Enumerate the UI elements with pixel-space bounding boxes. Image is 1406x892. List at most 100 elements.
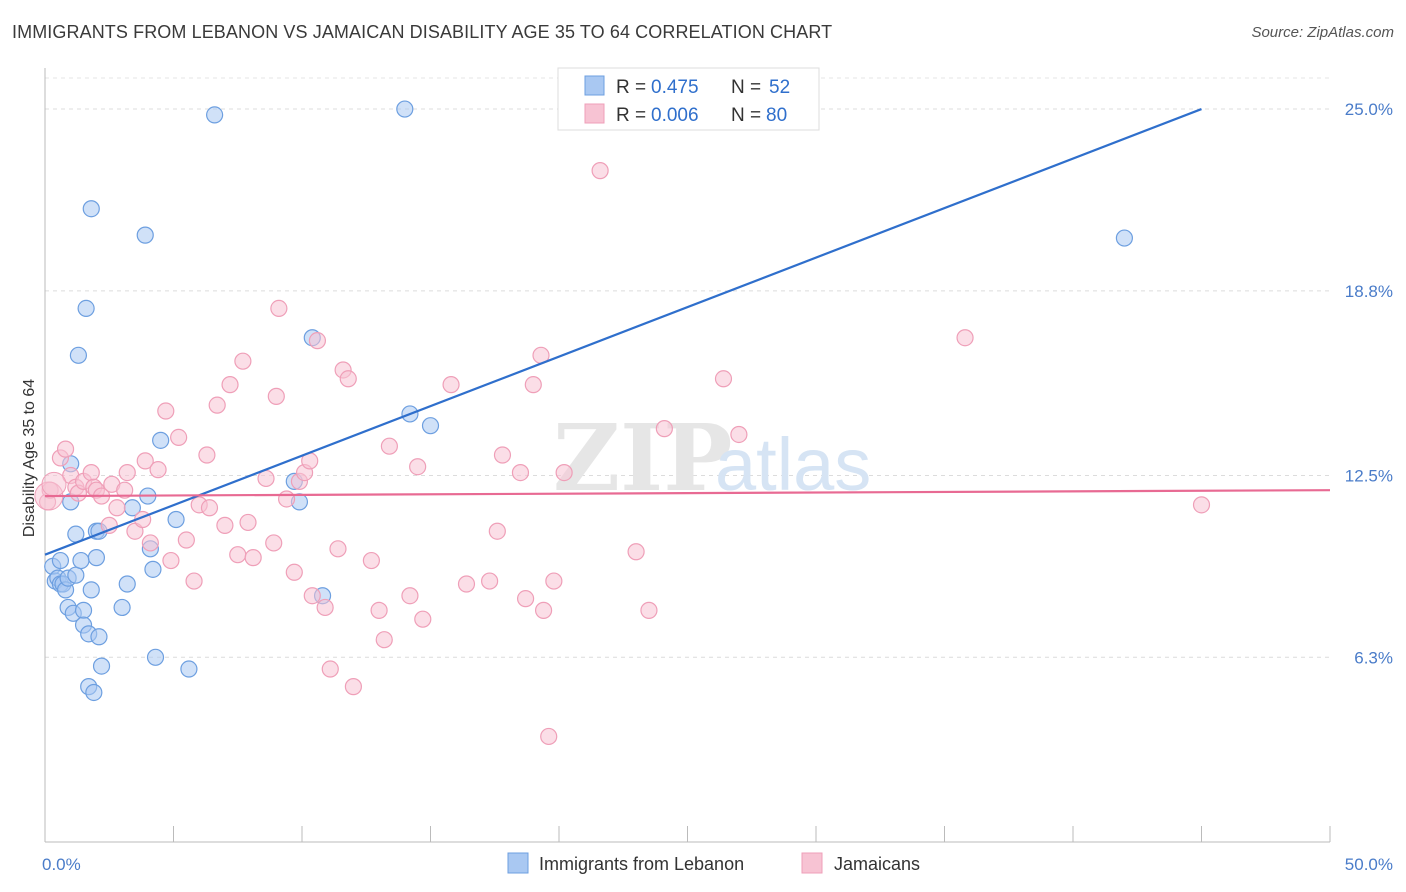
legend-r-value-jamaicans: 0.006	[651, 105, 699, 126]
jamaicans-point-59	[409, 458, 427, 476]
jamaicans-point-75	[640, 601, 658, 619]
jamaicans-point-68	[524, 376, 542, 394]
jamaicans-point-67	[516, 590, 535, 608]
lebanon-point-15	[72, 551, 90, 570]
lebanon-point-37	[152, 431, 170, 449]
jamaicans-point-79	[956, 329, 974, 347]
jamaicans-point-8	[82, 463, 100, 482]
y-tick-label-2: 18.8%	[1345, 282, 1393, 301]
lebanon-point-29	[113, 598, 131, 617]
lebanon-point-48	[1115, 229, 1134, 247]
series-legend-label-jamaicans: Jamaicans	[834, 854, 920, 874]
jamaicans-point-54	[362, 551, 380, 570]
jamaicans-point-21	[149, 461, 167, 479]
jamaicans-point-16	[118, 463, 136, 482]
jamaicans-point-55	[370, 601, 388, 619]
jamaicans-point-20	[141, 534, 159, 552]
lebanon-point-36	[146, 648, 165, 666]
lebanon-point-18	[77, 299, 95, 318]
lebanon-point-30	[118, 575, 136, 593]
x-tick-label-1: 50.0%	[1345, 855, 1393, 874]
tick-labels: 6.3% 12.5% 18.8% 25.0% 0.0% 50.0%	[42, 100, 1393, 874]
legend-r-label-lebanon: R =	[616, 77, 646, 98]
jamaicans-point-31	[216, 516, 234, 534]
trend-lines	[44, 108, 1331, 556]
lebanon-point-21	[82, 200, 100, 218]
legend-n-value-lebanon: 52	[769, 77, 790, 98]
lebanon-point-47	[421, 417, 440, 435]
jamaicans-point-65	[493, 446, 512, 464]
jamaicans-point-66	[511, 463, 530, 482]
lebanon-point-32	[136, 226, 154, 244]
jamaicans-point-25	[177, 531, 195, 549]
legend-swatch-lebanon	[584, 75, 605, 96]
jamaicans-point-77	[714, 370, 733, 388]
lebanon-point-14	[69, 346, 88, 364]
jamaicans-point-28	[198, 446, 216, 464]
series-legend-swatch-jamaicans	[801, 852, 823, 874]
jamaicans-point-3	[56, 440, 75, 458]
lebanon-point-38	[167, 510, 185, 529]
lebanon-point-23	[85, 683, 103, 702]
jamaicans-point-32	[221, 376, 239, 394]
jamaicans-point-74	[627, 543, 645, 561]
series-legend-swatch-lebanon	[507, 852, 529, 874]
jamaicans-point-58	[401, 587, 419, 605]
y-tick-label-0: 6.3%	[1354, 648, 1393, 667]
legend-n-label-jamaicans: N =	[731, 105, 761, 126]
jamaicans-point-50	[329, 540, 347, 558]
jamaicans-point-26	[185, 572, 203, 590]
jamaicans-point-48	[316, 598, 334, 617]
jamaicans-point-14	[108, 499, 126, 517]
lebanon-point-40	[206, 106, 224, 124]
lebanon-point-45	[396, 100, 414, 118]
jamaicans-point-29	[200, 499, 219, 517]
jamaicans-point-23	[162, 551, 180, 570]
jamaicans-point-38	[265, 534, 283, 552]
lebanon-point-25	[87, 549, 106, 567]
jamaicans-point-36	[244, 549, 262, 567]
jamaicans-point-71	[540, 727, 558, 746]
jamaicans-point-81	[591, 162, 609, 180]
jamaicans-point-80	[1192, 496, 1211, 514]
series-legend: Immigrants from Lebanon Jamaicans	[507, 852, 920, 874]
jamaicans-trend-line	[44, 489, 1331, 498]
jamaicans-point-33	[229, 546, 247, 564]
jamaicans-point-62	[457, 575, 476, 593]
jamaicans-point-60	[414, 610, 432, 628]
lebanon-point-27	[90, 628, 108, 646]
jamaicans-point-35	[239, 513, 257, 532]
jamaicans-point-34	[234, 352, 252, 370]
jamaicans-point-42	[285, 563, 303, 581]
lebanon-point-28	[92, 657, 111, 675]
legend-r-value-lebanon: 0.475	[651, 77, 699, 98]
jamaicans-point-37	[257, 469, 275, 488]
legend-r-label-jamaicans: R =	[616, 105, 646, 126]
jamaicans-point-64	[488, 522, 506, 540]
jamaicans-point-15	[116, 481, 134, 499]
jamaicans-point-73	[555, 463, 573, 482]
lebanon-point-16	[74, 601, 93, 619]
jamaicans-point-70	[534, 601, 553, 619]
watermark-zip: ZIP	[553, 404, 732, 512]
jamaicans-point-52	[339, 370, 357, 388]
jamaicans-point-76	[655, 420, 673, 438]
series-legend-label-lebanon: Immigrants from Lebanon	[539, 854, 744, 874]
jamaicans-point-53	[344, 678, 362, 696]
lebanon-point-22	[82, 581, 100, 599]
jamaicans-point-57	[380, 437, 398, 455]
lebanon-trend-line	[44, 108, 1202, 556]
y-axis-label: Disability Age 35 to 64	[21, 379, 38, 537]
jamaicans-point-56	[375, 631, 393, 649]
source-label: Source: ZipAtlas.com	[1251, 24, 1394, 41]
data-points	[34, 100, 1211, 746]
axes	[44, 68, 1331, 843]
jamaicans-point-19	[136, 452, 154, 470]
lebanon-point-3	[51, 551, 70, 570]
jamaicans-point-40	[270, 299, 288, 318]
jamaicans-point-39	[267, 387, 285, 405]
jamaicans-point-61	[442, 376, 460, 394]
legend-n-label-lebanon: N =	[731, 77, 761, 98]
legend-swatch-jamaicans	[584, 103, 605, 124]
